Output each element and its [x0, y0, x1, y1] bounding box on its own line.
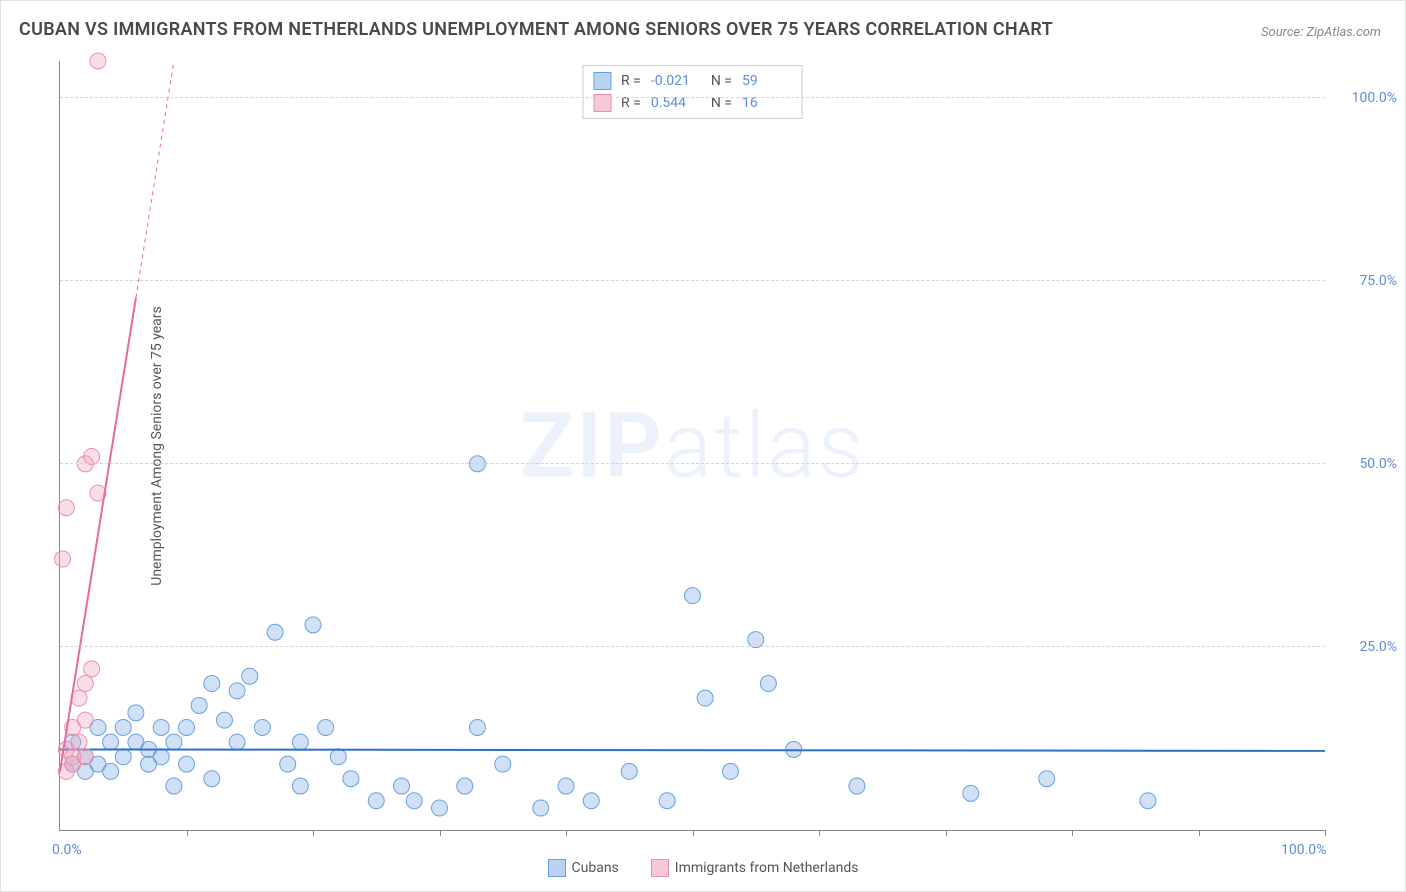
data-point	[58, 500, 74, 516]
data-point	[685, 588, 701, 604]
plot-svg	[60, 61, 1325, 830]
x-tick	[1325, 830, 1326, 836]
x-tick	[440, 830, 441, 836]
x-tick	[1199, 830, 1200, 836]
x-tick	[313, 830, 314, 836]
data-point	[533, 800, 549, 816]
y-tick-label: 100.0%	[1352, 90, 1397, 106]
data-point	[292, 734, 308, 750]
data-point	[77, 676, 93, 692]
data-point	[495, 756, 511, 772]
data-point	[292, 778, 308, 794]
x-tick	[819, 830, 820, 836]
x-tick-label: 0.0%	[52, 842, 82, 858]
gridline	[60, 463, 1325, 464]
r-label: R =	[621, 73, 641, 89]
data-point	[242, 668, 258, 684]
chart-title: CUBAN VS IMMIGRANTS FROM NETHERLANDS UNE…	[19, 19, 1053, 40]
data-point	[179, 719, 195, 735]
data-point	[77, 749, 93, 765]
legend-swatch	[548, 859, 566, 877]
data-point	[254, 719, 270, 735]
data-point	[153, 719, 169, 735]
data-point	[191, 697, 207, 713]
x-tick	[1072, 830, 1073, 836]
data-point	[343, 771, 359, 787]
data-point	[318, 719, 334, 735]
x-tick	[187, 830, 188, 836]
data-point	[457, 778, 473, 794]
data-point	[621, 763, 637, 779]
data-point	[722, 763, 738, 779]
data-point	[394, 778, 410, 794]
data-point	[659, 793, 675, 809]
legend-swatch	[651, 859, 669, 877]
data-point	[115, 749, 131, 765]
data-point	[84, 661, 100, 677]
legend-label: Cubans	[572, 860, 619, 876]
data-point	[1039, 771, 1055, 787]
data-point	[71, 734, 87, 750]
legend-label: Immigrants from Netherlands	[675, 860, 859, 876]
data-point	[229, 683, 245, 699]
data-point	[166, 778, 182, 794]
y-tick-label: 50.0%	[1359, 456, 1397, 472]
data-point	[280, 756, 296, 772]
r-value: -0.021	[651, 73, 701, 89]
data-point	[432, 800, 448, 816]
data-point	[760, 676, 776, 692]
x-tick	[566, 830, 567, 836]
data-point	[204, 676, 220, 692]
data-point	[229, 734, 245, 750]
legend-swatch	[593, 72, 611, 90]
stat-legend-row: R = -0.021 N = 59	[593, 70, 792, 92]
stat-legend-row: R = 0.544 N = 16	[593, 92, 792, 114]
data-point	[216, 712, 232, 728]
data-point	[103, 734, 119, 750]
data-point	[103, 763, 119, 779]
data-point	[963, 785, 979, 801]
data-point	[368, 793, 384, 809]
bottom-legend: Cubans Immigrants from Netherlands	[1, 859, 1405, 881]
data-point	[204, 771, 220, 787]
trend-line	[60, 298, 136, 772]
data-point	[115, 719, 131, 735]
gridline	[60, 97, 1325, 98]
n-value: 59	[742, 73, 792, 89]
data-point	[849, 778, 865, 794]
x-tick-label: 100.0%	[1281, 842, 1326, 858]
legend-item: Cubans	[548, 859, 619, 877]
plot-area: ZIPatlas R = -0.021 N = 59 R = 0.544 N =…	[59, 61, 1325, 831]
data-point	[469, 719, 485, 735]
stat-legend: R = -0.021 N = 59 R = 0.544 N = 16	[582, 65, 803, 119]
x-tick	[693, 830, 694, 836]
trend-line	[60, 749, 1325, 750]
data-point	[90, 53, 106, 69]
data-point	[128, 705, 144, 721]
x-tick	[946, 830, 947, 836]
data-point	[267, 624, 283, 640]
gridline	[60, 646, 1325, 647]
data-point	[330, 749, 346, 765]
gridline	[60, 280, 1325, 281]
y-tick-label: 75.0%	[1359, 273, 1397, 289]
data-point	[305, 617, 321, 633]
y-tick-label: 25.0%	[1359, 639, 1397, 655]
data-point	[583, 793, 599, 809]
data-point	[697, 690, 713, 706]
data-point	[166, 734, 182, 750]
chart-container: CUBAN VS IMMIGRANTS FROM NETHERLANDS UNE…	[0, 0, 1406, 892]
data-point	[179, 756, 195, 772]
data-point	[77, 712, 93, 728]
source-attribution: Source: ZipAtlas.com	[1261, 25, 1381, 40]
data-point	[1140, 793, 1156, 809]
legend-item: Immigrants from Netherlands	[651, 859, 859, 877]
data-point	[406, 793, 422, 809]
n-label: N =	[711, 73, 732, 89]
data-point	[558, 778, 574, 794]
data-point	[55, 551, 71, 567]
data-point	[153, 749, 169, 765]
